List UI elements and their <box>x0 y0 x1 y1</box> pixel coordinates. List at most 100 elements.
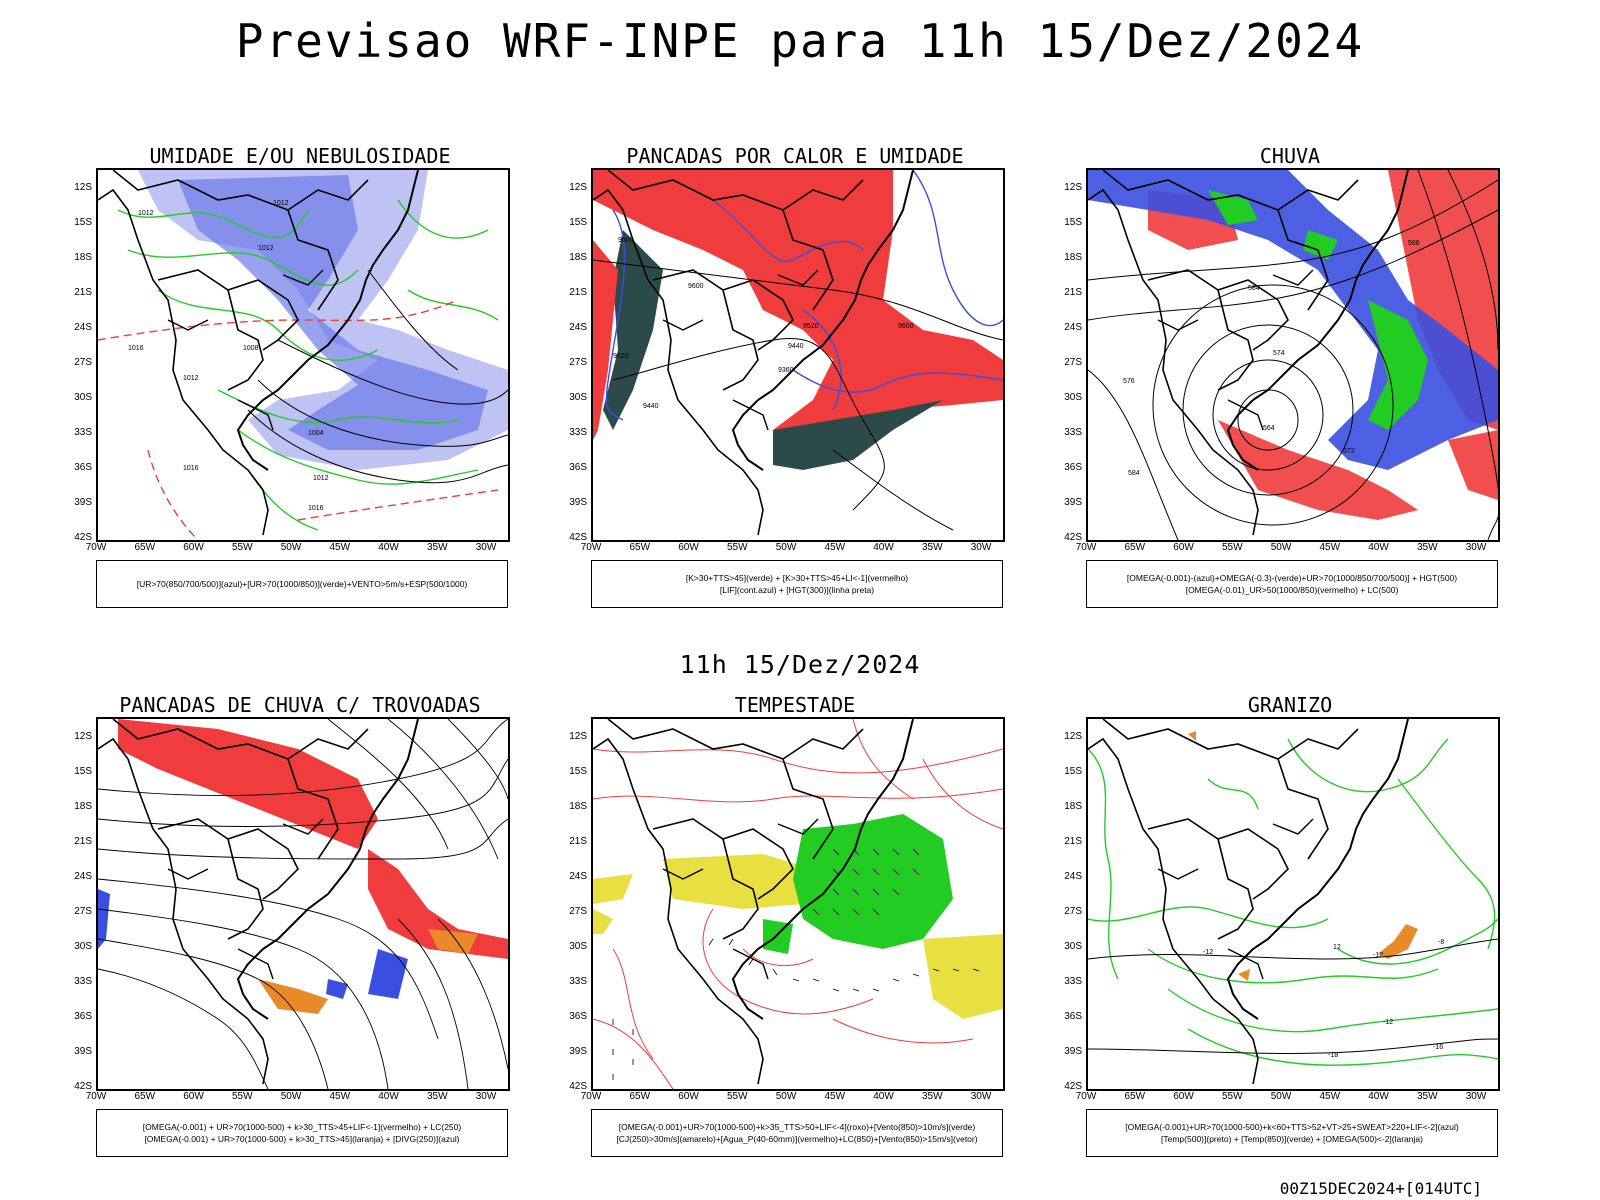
lon-tick-label: 70W <box>580 542 602 553</box>
lat-tick-label: 18S <box>569 801 587 812</box>
lon-tick-label: 50W <box>1270 542 1292 553</box>
lon-tick-label: 70W <box>85 1091 107 1102</box>
lat-tick-label: 33S <box>1064 976 1082 987</box>
panel-title: UMIDADE E/OU NEBULOSIDADE <box>149 144 451 168</box>
mid-title: 11h 15/Dez/2024 <box>679 650 921 679</box>
lat-tick-label: 33S <box>1064 427 1082 438</box>
panel-trovoadas: PANCADAS DE CHUVA C/ TROVOADAS <box>60 693 540 1173</box>
legend-box: [OMEGA(-0.001)-(azul)+OMEGA(-0.3)-(verde… <box>1086 560 1498 608</box>
lat-tick-label: 42S <box>74 1081 92 1092</box>
contour-label: 9600 <box>618 237 634 244</box>
lon-tick-label: 40W <box>873 1091 894 1102</box>
contour-label: -16 <box>1433 1044 1443 1051</box>
contour-label: 574 <box>1273 350 1285 357</box>
main-title: Previsao WRF-INPE para 11h 15/Dez/2024 <box>235 14 1365 68</box>
lat-tick-label: 27S <box>1064 357 1082 368</box>
lat-tick-label: 12S <box>569 731 587 742</box>
lat-tick-label: 15S <box>569 766 587 777</box>
contour-label: 1004 <box>308 430 324 437</box>
panel-title: TEMPESTADE <box>734 693 856 717</box>
lon-tick-label: 65W <box>134 1091 156 1102</box>
lat-tick-label: 27S <box>74 906 92 917</box>
lon-tick-label: 50W <box>775 542 797 553</box>
lon-tick-label: 45W <box>824 542 846 553</box>
map-trovoadas <box>96 717 510 1091</box>
lat-tick-label: 42S <box>74 532 92 543</box>
lat-tick-label: 24S <box>1064 322 1082 333</box>
lon-tick-label: 55W <box>726 1091 748 1102</box>
lon-tick-label: 30W <box>475 542 497 553</box>
panel-umidade: UMIDADE E/OU NEBULOSIDADE <box>60 144 540 624</box>
contour-label: 12 <box>1333 944 1341 951</box>
contour-label: 576 <box>1123 378 1135 385</box>
lon-tick-label: 40W <box>378 1091 399 1102</box>
lon-tick-label: 35W <box>426 1091 448 1102</box>
lon-tick-label: 40W <box>378 542 399 553</box>
lat-tick-label: 36S <box>74 1011 92 1022</box>
lon-tick-label: 65W <box>1124 1091 1146 1102</box>
lat-tick-label: 18S <box>1064 252 1082 263</box>
legend-line: [OMEGA(-0.001)+UR>70(1000-500)+k>35_TTS>… <box>618 1122 976 1132</box>
lat-tick-label: 30S <box>1064 941 1082 952</box>
map-tempestade <box>591 717 1005 1091</box>
lat-tick-label: 42S <box>569 532 587 543</box>
lon-tick-label: 40W <box>873 542 894 553</box>
lon-tick-label: 70W <box>1075 542 1097 553</box>
panel-tempestade: TEMPESTADE <box>555 693 1035 1173</box>
lon-tick-label: 35W <box>1416 542 1438 553</box>
lat-tick-label: 39S <box>74 497 92 508</box>
lat-tick-label: 15S <box>569 217 587 228</box>
lon-tick-label: 70W <box>580 1091 602 1102</box>
contour-label: 1008 <box>243 345 259 352</box>
lat-tick-label: 21S <box>74 836 92 847</box>
lon-tick-label: 50W <box>775 1091 797 1102</box>
lat-tick-label: 30S <box>74 941 92 952</box>
contour-label: 9360 <box>778 367 794 374</box>
contour-label: 584 <box>1248 285 1260 292</box>
legend-box: [OMEGA(-0.001) + UR>70(1000-500) + k>30_… <box>96 1109 508 1157</box>
lon-tick-label: 60W <box>1173 1091 1194 1102</box>
contour-label: -8 <box>1438 939 1444 946</box>
lon-tick-label: 45W <box>824 1091 846 1102</box>
contour-label: 588 <box>1408 240 1420 247</box>
lon-tick-label: 30W <box>1465 1091 1487 1102</box>
contour-label: 572 <box>1343 448 1355 455</box>
lon-tick-label: 40W <box>1368 1091 1389 1102</box>
lon-tick-label: 45W <box>1319 542 1341 553</box>
footer-run-label: 00Z15DEC2024+[014UTC] <box>1279 1179 1482 1198</box>
map-umidade: 1012 1012 1012 1008 1016 1012 1004 1016 … <box>96 168 510 542</box>
contour-label: 1012 <box>313 475 329 482</box>
lat-tick-label: 36S <box>569 1011 587 1022</box>
lon-tick-label: 45W <box>329 542 351 553</box>
lat-tick-label: 42S <box>569 1081 587 1092</box>
lat-tick-label: 36S <box>74 462 92 473</box>
contour-label: -12 <box>1383 1019 1393 1026</box>
lat-tick-label: 27S <box>569 357 587 368</box>
lat-tick-label: 18S <box>1064 801 1082 812</box>
lon-tick-label: 65W <box>134 542 156 553</box>
lat-tick-label: 12S <box>1064 182 1082 193</box>
lat-tick-label: 39S <box>569 1046 587 1057</box>
panel-chuva: CHUVA <box>1050 144 1530 624</box>
lon-tick-label: 45W <box>329 1091 351 1102</box>
legend-line: [Temp(500)](preto) + [Temp(850)](verde) … <box>1161 1134 1423 1144</box>
map-granizo: -12 -12 12 -18 -16 -8 -12 <box>1086 717 1500 1091</box>
lat-tick-label: 15S <box>1064 217 1082 228</box>
panel-title: GRANIZO <box>1247 693 1333 717</box>
lat-tick-label: 39S <box>1064 497 1082 508</box>
lon-tick-label: 35W <box>921 1091 943 1102</box>
lat-tick-label: 39S <box>1064 1046 1082 1057</box>
contour-label: 584 <box>1128 470 1140 477</box>
lon-tick-label: 55W <box>1221 542 1243 553</box>
panel-title: PANCADAS DE CHUVA C/ TROVOADAS <box>119 693 481 717</box>
lat-tick-label: 30S <box>74 392 92 403</box>
lat-tick-label: 12S <box>74 731 92 742</box>
panel-granizo: GRANIZO <box>1050 693 1530 1173</box>
panel-title: PANCADAS POR CALOR E UMIDADE <box>626 144 964 168</box>
contour-label: -12 <box>1373 952 1383 959</box>
contour-label: 1016 <box>183 465 199 472</box>
lat-tick-label: 12S <box>1064 731 1082 742</box>
lon-tick-label: 60W <box>183 542 204 553</box>
lat-tick-label: 24S <box>74 871 92 882</box>
lon-tick-label: 40W <box>1368 542 1389 553</box>
